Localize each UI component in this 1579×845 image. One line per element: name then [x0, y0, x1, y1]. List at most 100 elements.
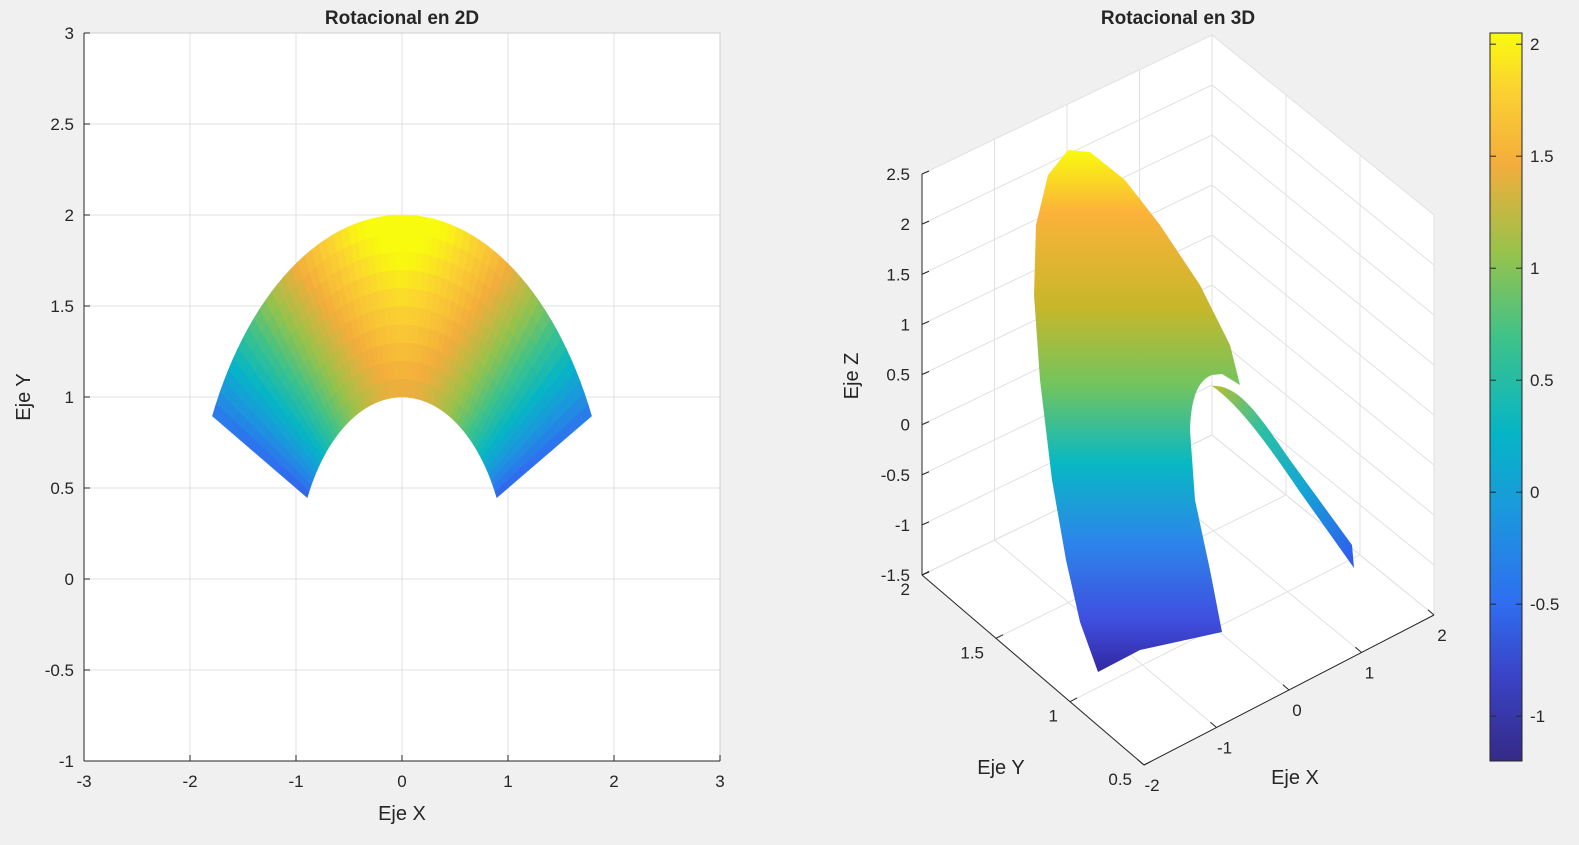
x-tick-label-2d: 1	[503, 772, 512, 791]
surface-2d-cell	[423, 216, 434, 238]
y-axis-label-2d: Eje Y	[13, 373, 35, 420]
z-tick-label-3d: 1.5	[886, 265, 910, 284]
surface-2d-cell	[412, 306, 420, 327]
surface-2d-cell	[414, 251, 424, 272]
z-tick-label-3d: -1	[895, 516, 910, 535]
surface-2d-cell	[405, 360, 412, 380]
surface-2d-cell	[395, 269, 403, 289]
colorbar-tick-label: -1	[1530, 707, 1545, 726]
surface-2d-cell	[397, 378, 403, 398]
z-tick-mark-3d	[921, 170, 930, 175]
y-tick-label-3d: 2	[901, 580, 910, 599]
surface-2d-cell	[401, 269, 409, 289]
surface-2d-cell	[405, 378, 411, 398]
colorbar: -1 -0.5 0 0.5 1 1.5 2	[1489, 32, 1559, 762]
surface-2d-cell	[414, 270, 423, 290]
x-axis-label-2d: Eje X	[378, 803, 426, 825]
y-tick-mark-3d	[995, 634, 1004, 639]
y-tick-label-2d: 3	[65, 24, 74, 43]
y-tick-label-2d: 1	[65, 388, 74, 407]
y-tick-label-2d: 1.5	[50, 297, 74, 316]
surface-2d-cell	[401, 251, 410, 271]
x-tick-label-3d: 0	[1292, 701, 1301, 720]
ticks-2d: -3 -2 -1 0 1 2 3 -1 -0.5 0 0.5 1 1.5 2 2.5 3	[45, 24, 725, 791]
y-tick-mark-3d	[921, 570, 930, 576]
y-tick-label-3d: 1.5	[960, 643, 984, 662]
surface-2d-cell	[378, 215, 388, 236]
surface-2d-cell	[409, 214, 418, 235]
z-tick-label-3d: 0	[901, 416, 910, 435]
z-tick-mark-3d	[921, 421, 930, 426]
surface-2d-cell	[212, 403, 226, 425]
surface-2d-cell	[416, 215, 426, 236]
surface-2d	[212, 214, 592, 499]
x-tick-label-3d: 2	[1437, 626, 1446, 645]
surface-3d-main-sheet	[1034, 150, 1240, 672]
z-tick-mark-3d	[921, 270, 930, 275]
chart-title-2d: Rotacional en 2D	[325, 8, 479, 29]
z-tick-mark-3d	[921, 471, 930, 476]
x-axis-label-3d: Eje X	[1271, 767, 1319, 789]
x-tick-mark-3d	[1282, 684, 1290, 691]
z-tick-mark-3d	[921, 371, 930, 375]
x-tick-label-2d: 0	[397, 772, 406, 791]
x-tick-label-3d: -2	[1144, 776, 1159, 795]
surface-2d-cell	[396, 323, 403, 343]
surface-2d-cell	[401, 360, 407, 380]
y-tick-label-2d: 0	[65, 570, 74, 589]
surface-2d-cell	[406, 324, 414, 344]
surface-2d-cell	[395, 287, 403, 307]
colorbar-tick-label: 2	[1530, 35, 1539, 54]
surface-2d-cell	[415, 233, 425, 254]
x-tick-label-2d: 2	[609, 772, 618, 791]
x-tick-label-2d: -3	[76, 772, 91, 791]
surface-2d-cell	[401, 378, 407, 398]
surface-2d-cell	[393, 214, 403, 234]
colorbar-gradient	[1489, 32, 1523, 762]
y-tick-label-2d: -1	[59, 752, 74, 771]
y-tick-label-2d: 2.5	[50, 115, 74, 134]
y-tick-label-2d: -0.5	[45, 661, 74, 680]
x-tick-label-3d: 1	[1365, 664, 1374, 683]
y-tick-mark-3d	[1069, 697, 1078, 703]
surface-2d-cell	[401, 323, 408, 343]
x-tick-mark-3d	[1137, 759, 1145, 766]
z-tick-label-3d: -0.5	[881, 466, 910, 485]
y-axis-line-3d	[921, 574, 1145, 766]
z-tick-label-3d: 2.5	[886, 165, 910, 184]
x-tick-label-2d: -2	[182, 772, 197, 791]
colorbar-tick-label: 1.5	[1530, 147, 1554, 166]
surface-2d-cell	[388, 269, 397, 289]
surface-2d-cell	[386, 233, 396, 253]
colorbar-tick-label: -0.5	[1530, 595, 1559, 614]
x-tick-mark-3d	[1210, 721, 1217, 728]
surface-2d-cell	[401, 305, 409, 325]
colorbar-tick-label: 1	[1530, 259, 1539, 278]
x-tick-label-3d: -1	[1217, 739, 1232, 758]
z-tick-mark-3d	[921, 220, 930, 225]
surface-2d-cell	[401, 214, 411, 234]
grid-line-y3d	[921, 35, 1213, 576]
surface-2d-cell	[397, 360, 403, 380]
grid-line-y3d	[1069, 155, 1361, 703]
colorbar-ticks: -1 -0.5 0 0.5 1 1.5 2	[1490, 35, 1559, 726]
surface-2d-cell	[394, 251, 403, 271]
y-tick-label-2d: 2	[65, 206, 74, 225]
y-tick-label-3d: 1	[1049, 707, 1058, 726]
surface-2d-cell	[407, 269, 416, 289]
colorbar-tick-label: 0.5	[1530, 371, 1554, 390]
x-tick-mark-3d	[1355, 646, 1362, 653]
surface-2d-cell	[401, 232, 410, 252]
surface-2d-cell	[413, 288, 422, 309]
surface-2d-cell	[408, 233, 418, 253]
axes-3d: -1.5 -1 -0.5 0 0.5 1 1.5 2 2.5 -2 -1 0 1 2 0.5 1 1.5 2 Ro…	[841, 8, 1447, 795]
surface-2d-cell	[395, 305, 403, 325]
surface-2d-cell	[396, 342, 403, 362]
z-tick-mark-3d	[921, 320, 930, 325]
surface-2d-cell	[408, 251, 417, 271]
z-tick-label-3d: 0.5	[886, 366, 910, 385]
colorbar-tick-label: 0	[1530, 483, 1539, 502]
ticks-3d: -1.5 -1 -0.5 0 0.5 1 1.5 2 2.5 -2 -1 0 1 2 0.5 1 1.5 2	[881, 165, 1447, 795]
x-tick-label-2d: -1	[288, 772, 303, 791]
surface-2d-cell	[406, 342, 413, 362]
